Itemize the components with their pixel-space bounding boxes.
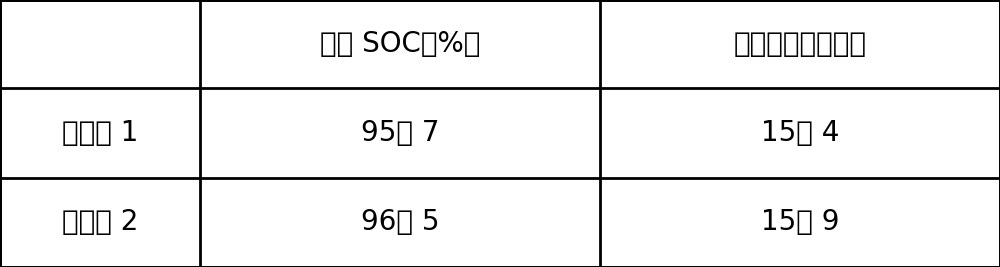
Text: 15． 9: 15． 9 — [761, 208, 839, 236]
Text: 15． 4: 15． 4 — [761, 119, 839, 147]
Text: 95． 7: 95． 7 — [361, 119, 439, 147]
Text: 96． 5: 96． 5 — [361, 208, 439, 236]
Text: 剩余 SOC（%）: 剩余 SOC（%） — [320, 30, 480, 58]
Text: 电池内阻（毫欧）: 电池内阻（毫欧） — [734, 30, 866, 58]
Text: 实施例 2: 实施例 2 — [62, 208, 138, 236]
Text: 实施例 1: 实施例 1 — [62, 119, 138, 147]
